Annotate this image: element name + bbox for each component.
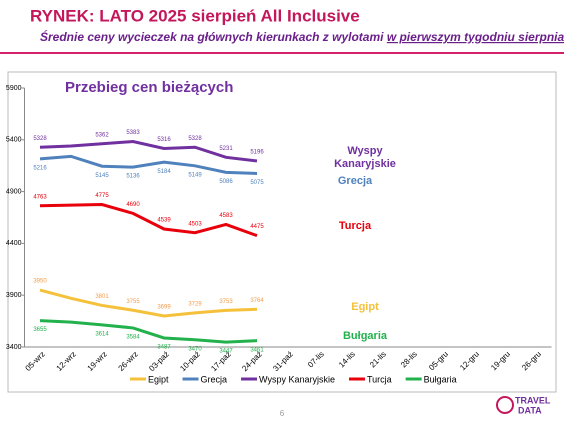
y-tick-label: 5900 xyxy=(6,85,22,92)
data-label: 5216 xyxy=(33,165,47,171)
data-label: 5145 xyxy=(95,173,109,179)
data-label: 5086 xyxy=(219,179,233,185)
subtitle-underlined: w pierwszym tygodniu sierpnia xyxy=(387,30,564,44)
x-tick-label: 26-wrz xyxy=(117,350,140,373)
data-label: 5362 xyxy=(95,132,109,138)
subtitle-text: Średnie ceny wycieczek na głównych kieru… xyxy=(40,29,387,44)
data-label: 3764 xyxy=(250,298,264,304)
data-label: 5328 xyxy=(33,136,47,142)
series-annotation: Bułgaria xyxy=(342,330,387,342)
legend-label: Turcja xyxy=(367,374,392,384)
data-label: 5196 xyxy=(250,150,264,156)
legend-label: Wyspy Kanaryjskie xyxy=(259,374,335,384)
data-label: 3699 xyxy=(157,305,171,311)
x-tick-label: 12-wrz xyxy=(55,350,78,373)
x-tick-label: 05-gru xyxy=(427,350,450,373)
data-label: 3470 xyxy=(188,346,202,352)
series-line xyxy=(39,288,258,318)
data-label: 4475 xyxy=(250,224,264,230)
legend-label: Egipt xyxy=(148,374,169,384)
x-tick-label: 31-paź xyxy=(271,350,295,374)
series-annotation: Turcja xyxy=(338,220,372,232)
data-label: 3755 xyxy=(126,299,140,305)
data-label: 3753 xyxy=(219,299,233,305)
x-tick-label: 19-wrz xyxy=(86,350,109,373)
data-label: 3461 xyxy=(250,347,264,353)
data-label: 4583 xyxy=(219,213,233,219)
slide-title: RYNEK: LATO 2025 sierpień All Inclusive xyxy=(30,6,360,25)
data-label: 5231 xyxy=(219,146,233,152)
page-number: 6 xyxy=(280,409,285,418)
data-label: 4539 xyxy=(157,218,171,224)
x-tick-label: 07-lis xyxy=(306,350,326,370)
chart-title: Przebieg cen bieżących xyxy=(65,79,233,96)
x-tick-label: 19-gru xyxy=(489,350,512,373)
x-tick-label: 12-gru xyxy=(458,350,481,373)
y-tick-label: 3400 xyxy=(6,344,22,351)
header-rule xyxy=(0,52,564,54)
series-line xyxy=(39,203,258,238)
series-annotation: Wyspy Kanaryjskie xyxy=(334,145,396,170)
x-tick-label: 05-wrz xyxy=(24,350,47,373)
data-label: 5136 xyxy=(126,174,140,180)
data-label: 5316 xyxy=(157,137,171,143)
y-tick-label: 4900 xyxy=(6,188,22,195)
logo-top: TRAVEL xyxy=(515,395,551,405)
data-label: 5383 xyxy=(126,130,140,136)
data-label: 3447 xyxy=(219,349,233,355)
data-label: 3584 xyxy=(126,335,140,341)
logo-icon xyxy=(496,396,514,414)
series-annotation: Grecja xyxy=(337,175,373,187)
y-tick-label: 5400 xyxy=(6,137,22,144)
series-line xyxy=(39,154,258,175)
x-tick-label: 03-paź xyxy=(147,350,171,374)
series-annotation: Egipt xyxy=(351,301,379,313)
logo-bottom: DATA xyxy=(518,405,542,415)
data-label: 4775 xyxy=(95,193,109,199)
slide-subtitle: Średnie ceny wycieczek na głównych kieru… xyxy=(40,29,564,44)
data-label: 4763 xyxy=(33,194,47,200)
series-line xyxy=(39,319,258,344)
series-line xyxy=(39,140,258,163)
data-label: 5184 xyxy=(157,169,171,175)
y-tick-label: 3900 xyxy=(6,292,22,299)
data-label: 4690 xyxy=(126,202,140,208)
x-tick-label: 10-paź xyxy=(178,350,202,374)
x-tick-label: 28-lis xyxy=(399,350,419,370)
chart-frame xyxy=(7,71,557,393)
data-label: 3729 xyxy=(188,301,202,307)
legend-label: Bułgaria xyxy=(424,374,457,384)
data-label: 3801 xyxy=(95,294,109,300)
x-tick-label: 14-lis xyxy=(337,350,357,370)
data-label: 4503 xyxy=(188,221,202,227)
data-label: 5149 xyxy=(188,172,202,178)
data-label: 5328 xyxy=(188,136,202,142)
legend-label: Grecja xyxy=(201,374,228,384)
data-label: 3487 xyxy=(157,345,171,351)
x-tick-label: 21-lis xyxy=(368,350,388,370)
y-tick-label: 4400 xyxy=(6,240,22,247)
data-label: 3655 xyxy=(33,327,47,333)
x-tick-label: 26-gru xyxy=(520,350,543,373)
data-label: 3950 xyxy=(33,279,47,285)
data-label: 5075 xyxy=(250,180,264,186)
data-label: 3614 xyxy=(95,331,109,337)
